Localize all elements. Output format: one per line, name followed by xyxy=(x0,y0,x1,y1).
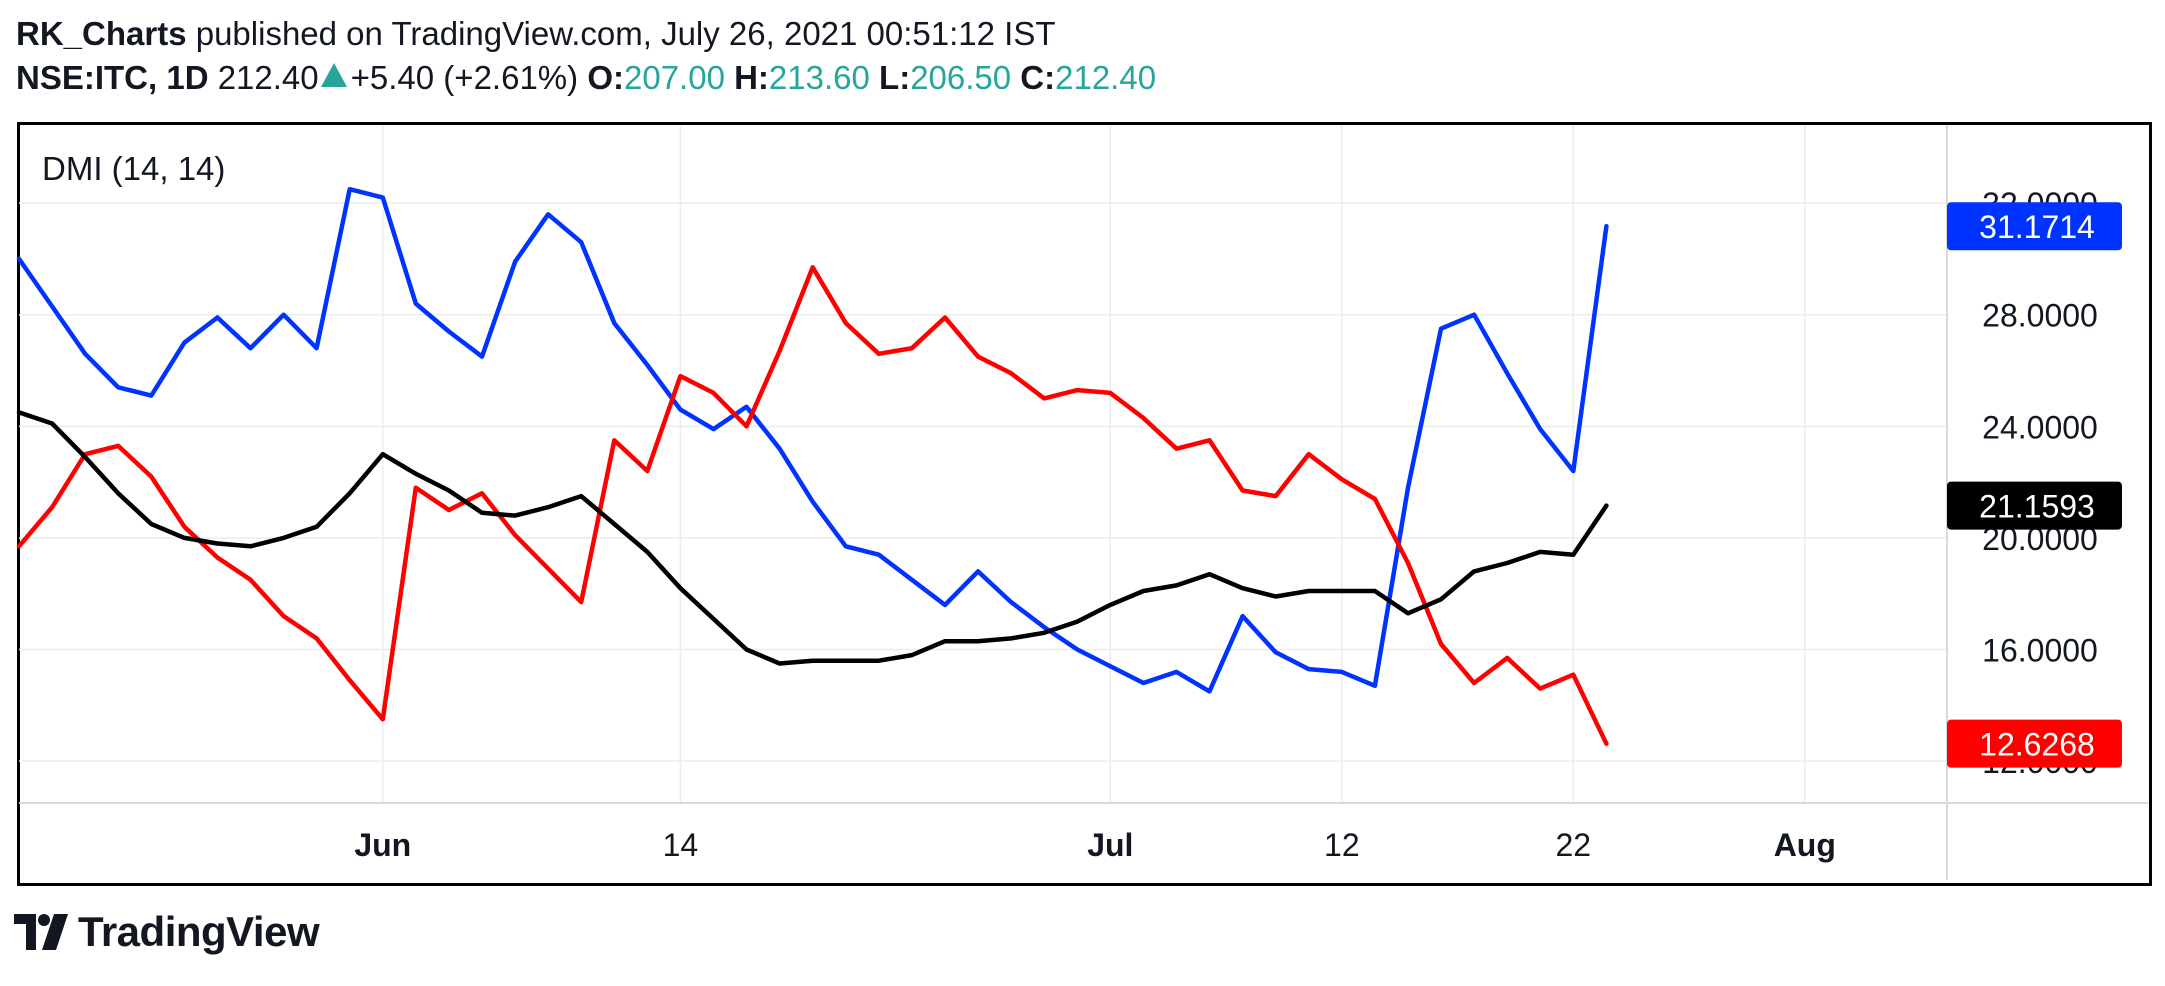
y-tick-label: 24.0000 xyxy=(1982,409,2098,445)
x-axis: Jun 14 Jul 12 22 Aug xyxy=(19,802,2148,863)
chart-header: RK_Charts published on TradingView.com, … xyxy=(16,12,1156,100)
high-value: 213.60 xyxy=(768,59,870,96)
symbol-label[interactable]: NSE:ITC, 1D xyxy=(16,59,209,96)
series-line-adx xyxy=(16,410,1609,666)
x-tick-label: Aug xyxy=(1774,827,1836,863)
open-value: 207.00 xyxy=(623,59,725,96)
published-text: published on TradingView.com, July 26, 2… xyxy=(186,15,1056,52)
y-tick-label: 28.0000 xyxy=(1982,298,2098,334)
high-label: H: xyxy=(734,59,769,96)
series-line-di xyxy=(16,186,1609,694)
last-value-label: 12.6268 xyxy=(1979,727,2095,763)
last-value-badge xyxy=(1947,481,2122,530)
last-value-badge xyxy=(1947,202,2122,251)
x-tick-label: 14 xyxy=(663,827,699,863)
indicator-title: DMI (14, 14) xyxy=(42,150,225,187)
y-tick-label: 16.0000 xyxy=(1982,633,2098,669)
close-label: C: xyxy=(1020,59,1056,96)
last-value-label: 21.1593 xyxy=(1979,489,2095,525)
x-tick-label: 12 xyxy=(1324,827,1360,863)
x-tick-label: 22 xyxy=(1556,827,1592,863)
last-value-label: 31.1714 xyxy=(1979,209,2095,245)
close-value: 212.40 xyxy=(1055,59,1157,96)
author-name[interactable]: RK_Charts xyxy=(16,15,187,52)
brand-name: TradingView xyxy=(78,908,320,955)
tradingview-logo-icon xyxy=(14,914,68,950)
chart-frame[interactable] xyxy=(17,122,2152,886)
last-value-badge xyxy=(1947,719,2122,768)
x-tick-label: Jun xyxy=(354,827,411,863)
price-change: +5.40 (+2.61%) xyxy=(350,59,579,96)
open-label: O: xyxy=(587,59,624,96)
symbol-line: NSE:ITC, 1D 212.40 +5.40 (+2.61%) O:207.0… xyxy=(16,56,1156,100)
series-lines xyxy=(16,186,1609,746)
x-tick-label: Jul xyxy=(1087,827,1133,863)
publish-line: RK_Charts published on TradingView.com, … xyxy=(16,12,1156,56)
up-triangle-icon xyxy=(320,63,347,87)
low-label: L: xyxy=(879,59,911,96)
last-price: 212.40 xyxy=(217,59,319,96)
series-line-di xyxy=(16,265,1609,746)
low-value: 206.50 xyxy=(910,59,1012,96)
footer-logo[interactable]: TradingView xyxy=(14,908,320,956)
grid-lines xyxy=(19,125,1947,803)
last-value-badges: 31.1714 12.6268 21.1593 xyxy=(1947,202,2122,768)
